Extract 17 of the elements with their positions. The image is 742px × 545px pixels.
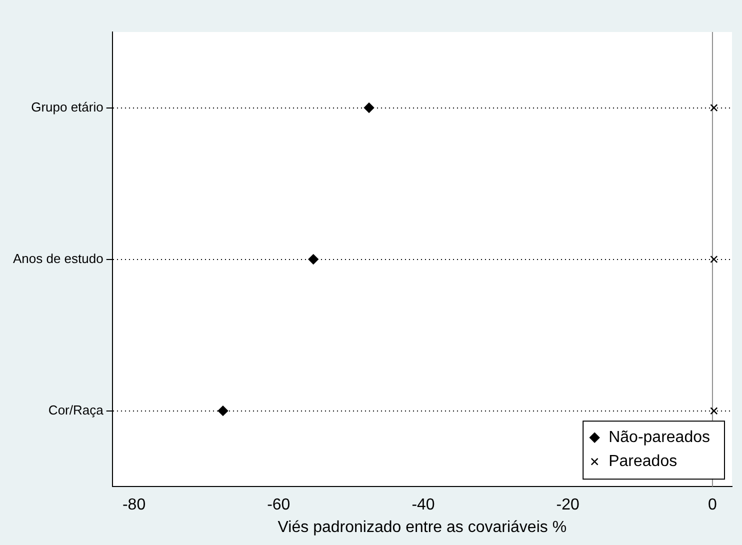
legend-label: Pareados bbox=[608, 453, 678, 470]
x-tick-label: 0 bbox=[708, 496, 718, 514]
point bbox=[710, 407, 718, 415]
legend-label: Não-pareados bbox=[608, 429, 710, 446]
x-tick-label: -60 bbox=[267, 496, 290, 514]
x-tick-label: -40 bbox=[412, 496, 435, 514]
y-tick-label: Grupo etário bbox=[31, 99, 104, 114]
point bbox=[308, 254, 318, 264]
x-axis-title: Viés padronizado entre as covariáveis % bbox=[278, 518, 567, 536]
point bbox=[710, 256, 718, 264]
point bbox=[364, 102, 374, 113]
y-tick-label: Anos de estudo bbox=[12, 250, 104, 266]
point bbox=[710, 104, 718, 112]
x-tick-label: -80 bbox=[122, 496, 146, 514]
point bbox=[218, 406, 228, 416]
y-tick-label: Cor/Raça bbox=[48, 402, 104, 418]
x-tick-label: -20 bbox=[556, 496, 580, 514]
